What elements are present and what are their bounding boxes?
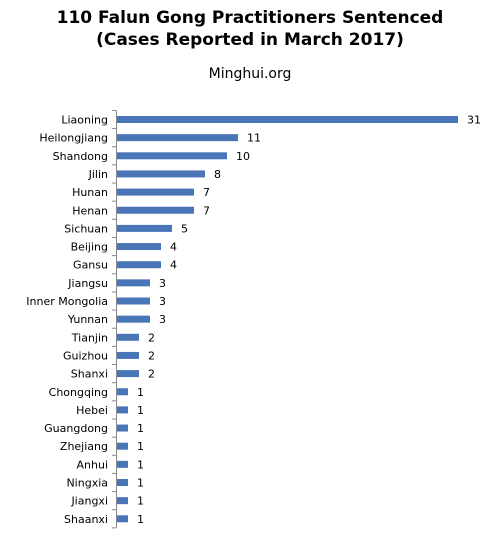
bar: [117, 152, 227, 160]
data-label: 10: [236, 150, 250, 163]
data-label: 2: [148, 349, 155, 362]
bar: [117, 279, 150, 287]
bar: [117, 442, 128, 450]
bar: [117, 497, 128, 505]
data-label: 1: [137, 422, 144, 435]
category-label: Jiangsu: [67, 277, 108, 290]
data-label: 5: [181, 222, 188, 235]
chart-subtitle: Minghui.org: [208, 66, 292, 82]
bar: [117, 188, 194, 196]
bar: [117, 515, 128, 523]
data-label: 1: [137, 404, 144, 417]
category-label: Gansu: [73, 259, 108, 272]
data-label: 1: [137, 477, 144, 490]
bar: [117, 224, 172, 232]
bar: [117, 243, 161, 251]
data-label: 1: [137, 513, 144, 526]
bar: [117, 406, 128, 414]
chart-title-line-1: 110 Falun Gong Practitioners Sentenced: [56, 8, 444, 28]
category-label: Inner Mongolia: [26, 295, 108, 308]
category-label: Liaoning: [61, 114, 108, 127]
bar: [117, 479, 128, 486]
data-label: 1: [137, 440, 144, 453]
category-label: Tianjin: [71, 331, 108, 344]
bar: [117, 370, 139, 378]
category-label: Guizhou: [63, 349, 108, 362]
bar: [117, 351, 139, 359]
category-label: Heilongjiang: [39, 132, 108, 145]
category-label: Anhui: [77, 458, 109, 471]
data-label: 4: [170, 259, 177, 272]
data-label: 1: [137, 386, 144, 399]
category-label: Zhejiang: [60, 440, 108, 453]
data-label: 2: [148, 331, 155, 344]
bar: [117, 116, 458, 123]
bar: [117, 134, 238, 142]
chart-title-line-2: (Cases Reported in March 2017): [96, 30, 404, 50]
data-label: 2: [148, 368, 155, 381]
category-label: Chongqing: [49, 386, 108, 399]
category-label: Yunnan: [67, 313, 108, 326]
bar: [117, 206, 194, 214]
category-label: Shandong: [53, 150, 108, 163]
category-label: Guangdong: [44, 422, 108, 435]
data-label: 3: [159, 313, 166, 326]
data-label: 4: [170, 241, 177, 254]
bar: [117, 333, 139, 341]
data-label: 31: [467, 114, 481, 127]
bar: [117, 388, 128, 396]
category-label: Sichuan: [64, 222, 108, 235]
category-label: Jiangxi: [70, 495, 108, 508]
data-label: 8: [214, 168, 221, 181]
bar: [117, 460, 128, 468]
category-label: Henan: [72, 204, 108, 217]
bar: [117, 315, 150, 323]
data-label: 7: [203, 204, 210, 217]
data-label: 1: [137, 458, 144, 471]
category-label: Hebei: [76, 404, 108, 417]
category-label: Shanxi: [71, 368, 108, 381]
category-label: Ningxia: [66, 477, 108, 490]
data-label: 7: [203, 186, 210, 199]
bar: [117, 424, 128, 432]
category-label: Hunan: [72, 186, 108, 199]
category-label: Jilin: [88, 168, 108, 181]
bar: [117, 170, 205, 178]
data-label: 1: [137, 495, 144, 508]
bar: [117, 261, 161, 269]
category-label: Shaanxi: [64, 513, 108, 526]
data-label: 11: [247, 132, 261, 145]
data-label: 3: [159, 277, 166, 290]
category-label: Beijing: [71, 241, 108, 254]
bar: [117, 297, 150, 305]
data-label: 3: [159, 295, 166, 308]
